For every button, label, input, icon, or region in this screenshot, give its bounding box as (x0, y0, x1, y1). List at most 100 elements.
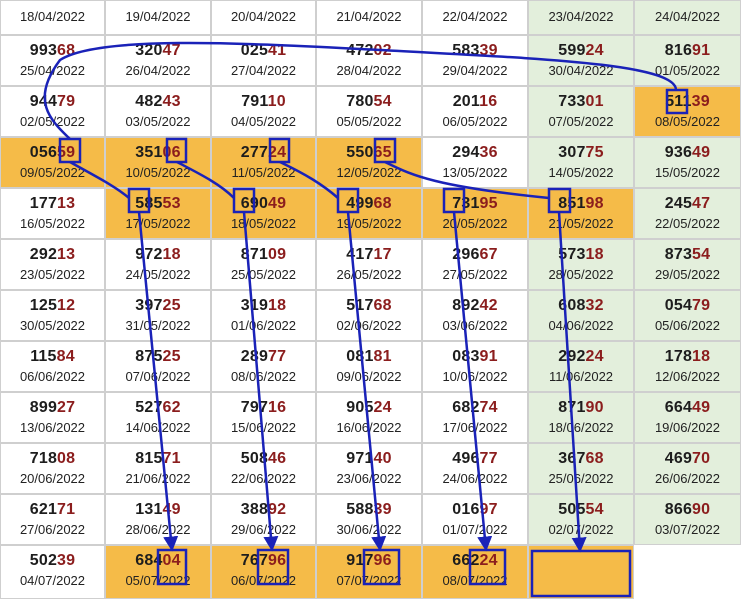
result-date: 05/05/2022 (336, 114, 402, 129)
result-number: 46970 (635, 450, 740, 468)
result-digits-lead: 201 (452, 93, 480, 110)
result-cell: 91796 07/07/2022 (316, 545, 422, 599)
result-number: 13149 (106, 501, 210, 519)
result-cell: 89242 03/06/2022 (422, 290, 528, 341)
result-digits-lead: 081 (346, 348, 374, 365)
result-date: 25/04/2022 (19, 63, 86, 78)
result-cell: 57318 28/05/2022 (528, 239, 634, 290)
result-digits-last-two: 74 (479, 399, 498, 416)
header-date-cell: 20/04/2022 (211, 0, 316, 35)
result-digits-last-two: 91 (479, 348, 498, 365)
result-digits-last-two: 54 (373, 93, 392, 110)
result-digits-lead: 025 (240, 42, 269, 59)
result-digits-lead: 905 (346, 399, 374, 416)
result-cell: 87190 18/06/2022 (528, 392, 634, 443)
result-date: 01/07/2022 (442, 522, 508, 537)
result-digits-last-two: 70 (692, 450, 711, 467)
result-number: 20116 (423, 93, 527, 111)
result-number: 73301 (529, 93, 633, 111)
result-cell: 87525 07/06/2022 (105, 341, 211, 392)
result-digits-last-two: 10 (267, 93, 286, 110)
result-date: 08/06/2022 (230, 369, 297, 384)
result-date: 25/06/2022 (548, 471, 614, 486)
result-date: 13/05/2022 (442, 165, 508, 180)
result-number: 50239 (1, 552, 104, 570)
result-number: 41717 (317, 246, 421, 264)
result-cell: 81571 21/06/2022 (105, 443, 211, 494)
result-number: 51139 (635, 93, 740, 111)
result-cell: 31918 01/06/2022 (211, 290, 316, 341)
result-cell: 87354 29/05/2022 (634, 239, 741, 290)
result-digits-last-two: 16 (479, 93, 498, 110)
result-date: 07/07/2022 (336, 573, 402, 588)
result-number: 90524 (317, 399, 421, 417)
result-number: 01697 (423, 501, 527, 519)
result-number: 52762 (106, 399, 210, 417)
result-digits-last-two: 65 (373, 144, 392, 161)
result-date: 31/05/2022 (125, 318, 191, 333)
result-number: 31918 (212, 297, 315, 315)
result-digits-last-two: 95 (479, 195, 498, 212)
result-number: 62171 (1, 501, 104, 519)
result-date: 10/06/2022 (442, 369, 508, 384)
result-digits-last-two: 18 (162, 246, 181, 263)
result-digits-lead: 936 (664, 144, 693, 161)
result-cell: 71808 20/06/2022 (0, 443, 105, 494)
result-digits-last-two: 39 (479, 42, 498, 59)
result-cell: 48243 03/05/2022 (105, 86, 211, 137)
result-cell: 11584 06/06/2022 (0, 341, 105, 392)
result-date: 26/06/2022 (654, 471, 721, 486)
result-digits-last-two: 97 (479, 501, 498, 518)
result-date: 16/06/2022 (336, 420, 402, 435)
result-digits-last-two: 13 (57, 195, 76, 212)
result-cell: 51768 02/06/2022 (316, 290, 422, 341)
result-date: 26/04/2022 (125, 63, 191, 78)
result-digits-lead: 367 (558, 450, 586, 467)
result-digits-lead: 972 (135, 246, 163, 263)
result-number: 39725 (106, 297, 210, 315)
result-digits-lead: 319 (240, 297, 269, 314)
result-date: 10/05/2022 (125, 165, 191, 180)
result-date: 25/05/2022 (230, 267, 297, 282)
result-digits-lead: 307 (558, 144, 586, 161)
result-number: 87525 (106, 348, 210, 366)
result-date: 30/06/2022 (336, 522, 402, 537)
result-cell: 13149 28/06/2022 (105, 494, 211, 545)
result-digits-last-two: 91 (692, 42, 711, 59)
result-digits-lead: 511 (665, 93, 692, 110)
result-number: 81691 (635, 42, 740, 60)
result-digits-last-two: 13 (57, 246, 76, 263)
result-date: 02/05/2022 (19, 114, 86, 129)
result-digits-lead: 815 (135, 450, 163, 467)
result-number: 24547 (635, 195, 740, 213)
result-number: 29436 (423, 144, 527, 162)
result-cell: 29436 13/05/2022 (422, 137, 528, 188)
header-date-cell: 18/04/2022 (0, 0, 105, 35)
result-digits-last-two: 79 (692, 297, 711, 314)
result-digits-lead: 767 (240, 552, 269, 569)
result-digits-last-two: 02 (373, 42, 392, 59)
result-number: 81571 (106, 450, 210, 468)
result-cell: 32047 26/04/2022 (105, 35, 211, 86)
result-number: 93649 (635, 144, 740, 162)
result-number: 99368 (1, 42, 104, 60)
result-digits-lead: 177 (29, 195, 58, 212)
result-digits-lead: 599 (558, 42, 586, 59)
result-digits-lead: 588 (346, 501, 374, 518)
result-date: 03/05/2022 (125, 114, 191, 129)
result-digits-lead: 875 (135, 348, 163, 365)
result-cell: 20116 06/05/2022 (422, 86, 528, 137)
result-number: 29213 (1, 246, 104, 264)
result-date: 09/05/2022 (19, 165, 86, 180)
result-cell: 50846 22/06/2022 (211, 443, 316, 494)
result-digits-lead: 664 (664, 399, 693, 416)
result-digits-last-two: 62 (162, 399, 181, 416)
result-digits-last-two: 27 (57, 399, 76, 416)
result-number: 29224 (529, 348, 633, 366)
result-date: 23/06/2022 (336, 471, 402, 486)
result-number: 50554 (529, 501, 633, 519)
result-digits-lead: 527 (135, 399, 163, 416)
result-cell: 58339 29/04/2022 (422, 35, 528, 86)
result-digits-lead: 115 (30, 348, 57, 365)
result-date: 06/05/2022 (442, 114, 508, 129)
